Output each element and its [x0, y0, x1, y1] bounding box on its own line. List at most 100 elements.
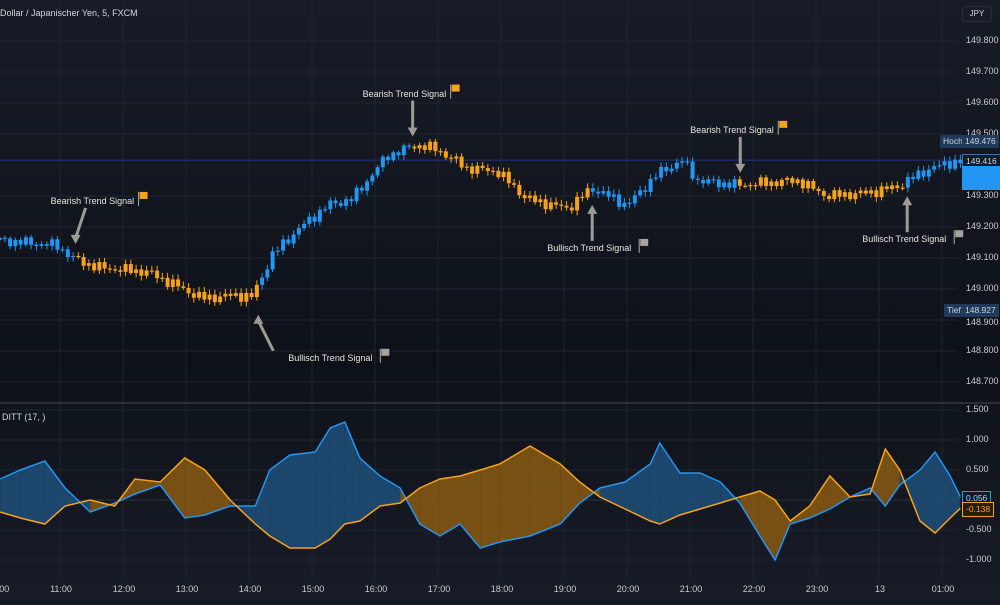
candle-body: [55, 239, 60, 250]
candle-body: [832, 190, 837, 200]
candle-body: [585, 188, 590, 198]
candle-body: [653, 177, 658, 179]
candle-body: [29, 237, 34, 245]
candle-body: [39, 244, 44, 246]
candle-body: [779, 179, 784, 187]
price-tick: 149.200: [966, 221, 999, 231]
candle-body: [181, 286, 186, 288]
candle-body: [233, 293, 238, 296]
candle-body: [874, 190, 879, 198]
candle-body: [821, 191, 826, 196]
candle-body: [764, 177, 769, 186]
candle-body: [160, 277, 165, 279]
candle-body: [606, 191, 611, 197]
candle-body: [123, 264, 128, 272]
candle-body: [139, 269, 144, 276]
time-tick: 01:00: [931, 584, 955, 594]
time-tick: 15:00: [301, 584, 325, 594]
price-tick: 149.100: [966, 252, 999, 262]
candle-body: [659, 166, 664, 178]
price-tick: 148.900: [966, 317, 999, 327]
candle-body: [76, 255, 81, 258]
candle-body: [333, 200, 338, 204]
indicator-fill: [809, 476, 830, 518]
signal-label: Bearish Trend Signal: [362, 88, 447, 99]
candle-body: [674, 162, 679, 169]
candle-body: [155, 270, 160, 279]
signal-arrow: [256, 320, 275, 352]
candle-body: [323, 209, 328, 211]
candle-body: [102, 262, 107, 269]
flag-icon: [381, 348, 390, 356]
candle-body: [596, 191, 601, 194]
candle-body: [664, 166, 669, 172]
flag-icon: [451, 84, 460, 92]
candle-body: [223, 293, 228, 297]
candle-body: [249, 292, 254, 298]
candle-body: [617, 194, 622, 207]
candle-body: [538, 199, 543, 203]
signal-arrow: [74, 207, 88, 239]
candle-body: [911, 176, 916, 179]
candle-body: [842, 192, 847, 197]
candle-body: [958, 159, 963, 164]
candle-body: [879, 186, 884, 198]
candle-body: [611, 194, 616, 197]
arrow-down-icon: [407, 127, 418, 137]
candle-body: [386, 156, 391, 160]
candle-body: [937, 165, 942, 167]
candle-body: [186, 287, 191, 294]
candle-body: [197, 291, 202, 298]
candle-body: [244, 292, 249, 302]
indicator-tick: 1.500: [966, 404, 989, 414]
candle-body: [412, 146, 417, 149]
candle-body: [338, 203, 343, 206]
candle-body: [44, 244, 49, 246]
candle-body: [863, 190, 868, 194]
candle-body: [401, 145, 406, 156]
candle-body: [8, 238, 13, 247]
candle-body: [800, 179, 805, 189]
candle-body: [370, 175, 375, 182]
candle-body: [590, 188, 595, 192]
candle-body: [296, 228, 301, 235]
candle-body: [569, 207, 574, 211]
indicator-fill: [659, 443, 680, 524]
time-tick: 11:00: [50, 584, 72, 594]
indicator-fill: [359, 458, 381, 521]
low-label: Tief: [944, 303, 964, 317]
candle-body: [86, 263, 91, 266]
candle-body: [953, 159, 958, 169]
candle-body: [895, 185, 900, 188]
indicator-fill: [419, 479, 440, 536]
candle-body: [391, 152, 396, 160]
indicator-fill: [579, 482, 600, 503]
price-tick: 149.300: [966, 190, 999, 200]
candle-body: [50, 239, 55, 246]
candle-body: [134, 269, 139, 273]
currency-button[interactable]: JPY: [962, 6, 992, 22]
high-value: 149.476: [962, 135, 999, 149]
time-tick: 16:00: [364, 584, 388, 594]
price-tick: 149.600: [966, 97, 999, 107]
current-price-box: [962, 166, 1000, 191]
candle-body: [559, 204, 564, 206]
candle-body: [580, 196, 585, 199]
candle-body: [622, 202, 627, 207]
indicator-fill: [829, 476, 851, 509]
candle-body: [533, 195, 538, 203]
price-tick: 148.700: [966, 376, 999, 386]
candle-body: [65, 249, 70, 258]
candle-body: [748, 185, 753, 187]
time-tick: 19:00: [553, 584, 577, 594]
candle-body: [380, 156, 385, 168]
candle-body: [522, 195, 527, 199]
candle-body: [816, 188, 821, 192]
time-tick: 13:00: [175, 584, 199, 594]
candle-body: [947, 161, 952, 169]
price-tick: 149.800: [966, 35, 999, 45]
candle-body: [275, 250, 280, 252]
indicator-fill: [460, 470, 481, 548]
